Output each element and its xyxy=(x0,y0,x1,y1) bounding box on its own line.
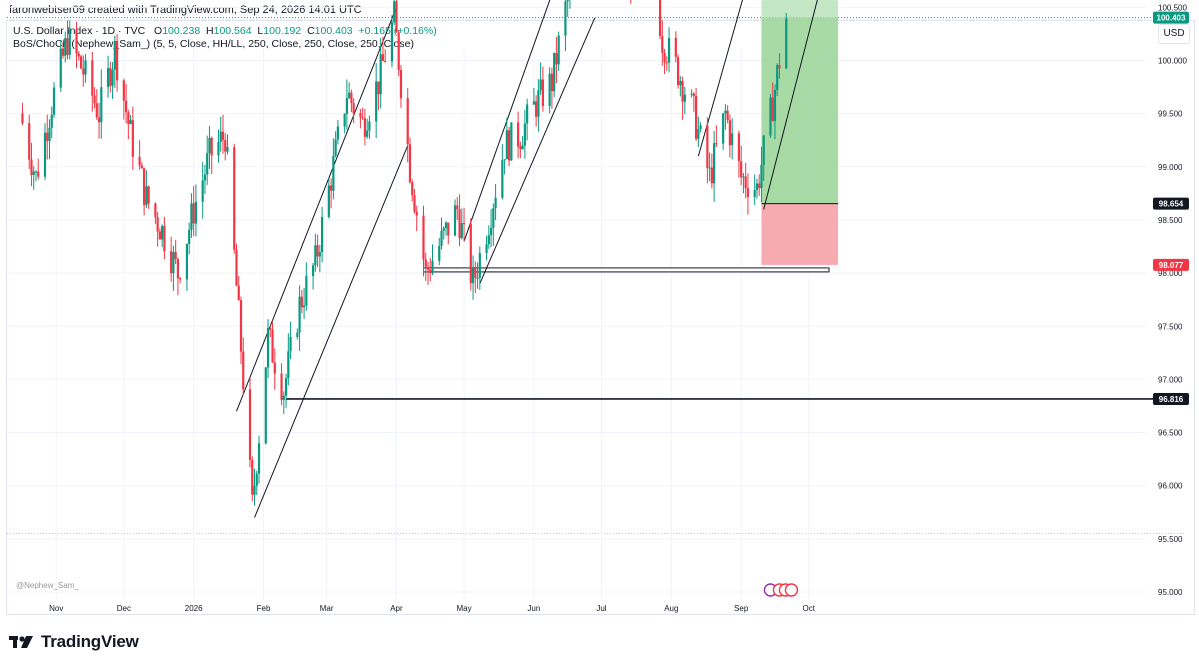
symbol-legend: U.S. Dollar Index · 1D · TVC O100.238 H1… xyxy=(13,25,437,37)
high-label: H xyxy=(206,25,214,37)
change-value: +0.165 (+0.16%) xyxy=(358,25,437,37)
candle-body xyxy=(566,0,569,2)
author-watermark: @Nephew_Sam_ xyxy=(16,581,79,590)
high-value: 100.564 xyxy=(213,25,252,37)
chart-frame xyxy=(6,20,1195,615)
brand-name: TradingView xyxy=(41,632,139,651)
tradingview-brand[interactable]: TradingView xyxy=(9,632,139,652)
tradingview-logo-icon xyxy=(9,633,35,651)
indicator-legend[interactable]: BoS/ChoCh (Nephew_Sam_) (5, 5, Close, HH… xyxy=(13,38,414,50)
currency-button[interactable]: USD xyxy=(1158,24,1190,44)
low-value: 100.192 xyxy=(263,25,302,37)
open-label: O xyxy=(154,25,163,37)
close-value: 100.403 xyxy=(314,25,353,37)
symbol-name[interactable]: U.S. Dollar Index · 1D · TVC xyxy=(13,25,146,37)
close-label: C xyxy=(307,25,315,37)
chart-attribution: faronwebtser09 created with TradingView.… xyxy=(9,4,362,16)
y-tick-label: 100.500 xyxy=(1158,3,1187,12)
open-value: 100.238 xyxy=(162,25,201,37)
